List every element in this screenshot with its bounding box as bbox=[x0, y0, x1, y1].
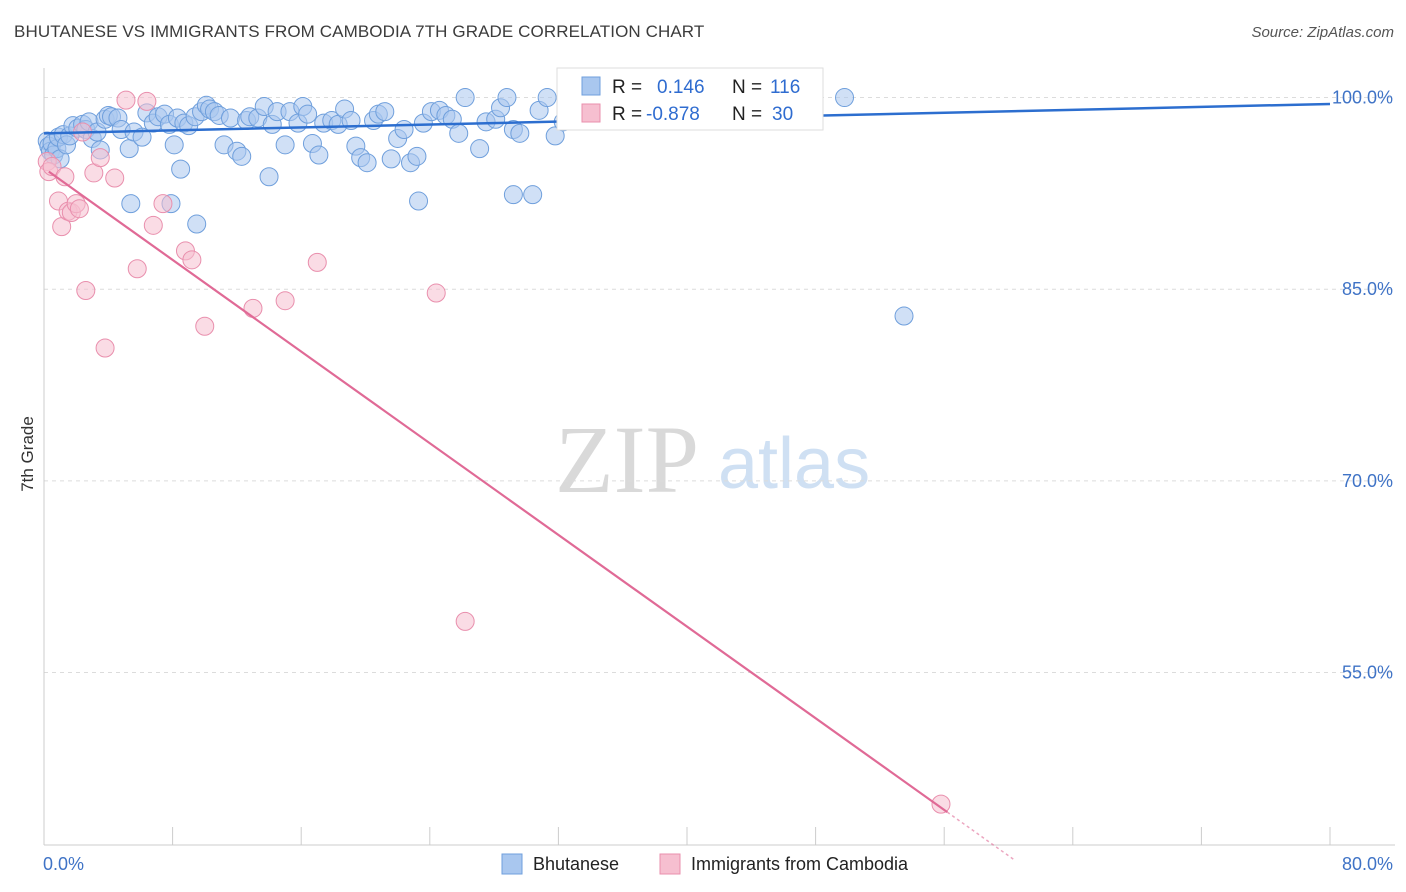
y-tick-label-3: 55.0% bbox=[1342, 663, 1393, 683]
bhutanese-point-43 bbox=[220, 108, 240, 128]
cambodia-point-11 bbox=[76, 280, 96, 300]
chart-title: BHUTANESE VS IMMIGRANTS FROM CAMBODIA 7T… bbox=[14, 22, 705, 41]
series-legend: Bhutanese Immigrants from Cambodia bbox=[501, 853, 909, 875]
bhutanese-point-109 bbox=[835, 88, 855, 108]
bhutanese-point-111 bbox=[187, 214, 207, 234]
bottom-legend-swatch-cambodia bbox=[659, 853, 681, 875]
x-tick-label-max: 80.0% bbox=[1342, 854, 1393, 874]
bhutanese-point-113 bbox=[121, 194, 141, 214]
bhutanese-point-45 bbox=[232, 146, 252, 166]
legend-swatch-bhutanese bbox=[581, 76, 601, 96]
bhutanese-point-86 bbox=[497, 88, 517, 108]
watermark-atlas: atlas bbox=[718, 424, 870, 504]
stats-legend: R = 0.146 N = 116 R = -0.878 N = 30 bbox=[556, 67, 824, 131]
y-tick-label-2: 70.0% bbox=[1342, 471, 1393, 491]
y-axis-title: 7th Grade bbox=[18, 416, 37, 492]
cambodia-point-22 bbox=[182, 250, 202, 270]
cambodia-point-17 bbox=[127, 259, 147, 279]
grid-lines bbox=[44, 97, 1395, 674]
bhutanese-point-66 bbox=[357, 153, 377, 173]
cambodia-point-13 bbox=[90, 148, 110, 168]
watermark: ZIP atlas bbox=[555, 406, 870, 513]
bhutanese-point-74 bbox=[407, 146, 427, 166]
legend-n-value-blue: 116 bbox=[770, 77, 800, 98]
bhutanese-point-58 bbox=[309, 145, 329, 165]
watermark-zip: ZIP bbox=[555, 406, 699, 513]
legend-n-label-pink: N = bbox=[732, 104, 762, 125]
bottom-legend-swatch-bhutanese bbox=[501, 853, 523, 875]
bhutanese-point-72 bbox=[394, 119, 414, 139]
cambodia-point-18 bbox=[137, 91, 157, 111]
cambodia-point-9 bbox=[69, 199, 89, 219]
cambodia-point-20 bbox=[153, 194, 173, 214]
bhutanese-point-52 bbox=[275, 135, 295, 155]
bhutanese-point-110 bbox=[894, 306, 914, 326]
cambodia-point-29 bbox=[931, 794, 951, 814]
stats-legend-box bbox=[556, 67, 824, 131]
cambodia-trend-extension bbox=[946, 811, 1016, 861]
cambodia-point-28 bbox=[455, 611, 475, 631]
bhutanese-point-91 bbox=[537, 88, 557, 108]
legend-n-label-blue: N = bbox=[732, 77, 762, 98]
bhutanese-point-115 bbox=[259, 167, 279, 187]
cambodia-point-15 bbox=[105, 168, 125, 188]
cambodia-point-19 bbox=[143, 215, 163, 235]
bhutanese-point-112 bbox=[171, 159, 191, 179]
x-tick-label-min: 0.0% bbox=[43, 854, 84, 874]
bhutanese-point-56 bbox=[298, 104, 318, 124]
bhutanese-point-69 bbox=[375, 102, 395, 122]
cambodia-point-2 bbox=[42, 157, 62, 177]
legend-r-label-pink: R = bbox=[612, 104, 642, 125]
bhutanese-point-117 bbox=[503, 185, 523, 205]
y-tick-label-0: 100.0% bbox=[1332, 88, 1393, 108]
bhutanese-point-26 bbox=[132, 127, 152, 147]
cambodia-point-27 bbox=[426, 283, 446, 303]
axes bbox=[43, 68, 1395, 846]
cambodia-point-25 bbox=[275, 291, 295, 311]
bhutanese-point-116 bbox=[409, 191, 429, 211]
cambodia-points bbox=[37, 90, 951, 814]
cambodia-trend-line bbox=[48, 170, 948, 814]
cambodia-point-16 bbox=[116, 90, 136, 110]
cambodia-point-23 bbox=[195, 316, 215, 336]
cambodia-point-26 bbox=[307, 252, 327, 272]
bhutanese-point-88 bbox=[510, 123, 530, 143]
bottom-legend-label-bhutanese: Bhutanese bbox=[533, 854, 619, 874]
bhutanese-point-32 bbox=[164, 135, 184, 155]
source-credit: Source: ZipAtlas.com bbox=[1251, 24, 1394, 41]
bhutanese-point-80 bbox=[449, 123, 469, 143]
bottom-legend-label-cambodia: Immigrants from Cambodia bbox=[691, 854, 909, 874]
bhutanese-point-82 bbox=[470, 139, 490, 159]
y-tick-label-1: 85.0% bbox=[1342, 279, 1393, 299]
bhutanese-point-89 bbox=[523, 185, 543, 205]
cambodia-point-24 bbox=[243, 298, 263, 318]
legend-swatch-cambodia bbox=[581, 103, 601, 123]
legend-r-value-blue: 0.146 bbox=[657, 77, 705, 98]
cambodia-point-14 bbox=[95, 338, 115, 358]
y-tick-labels: 100.0% 85.0% 70.0% 55.0% bbox=[1332, 88, 1393, 683]
legend-n-value-pink: 30 bbox=[772, 104, 793, 125]
legend-r-value-pink: -0.878 bbox=[646, 104, 700, 125]
bhutanese-point-81 bbox=[455, 88, 475, 108]
bhutanese-point-70 bbox=[381, 149, 401, 169]
legend-r-label-blue: R = bbox=[612, 77, 642, 98]
